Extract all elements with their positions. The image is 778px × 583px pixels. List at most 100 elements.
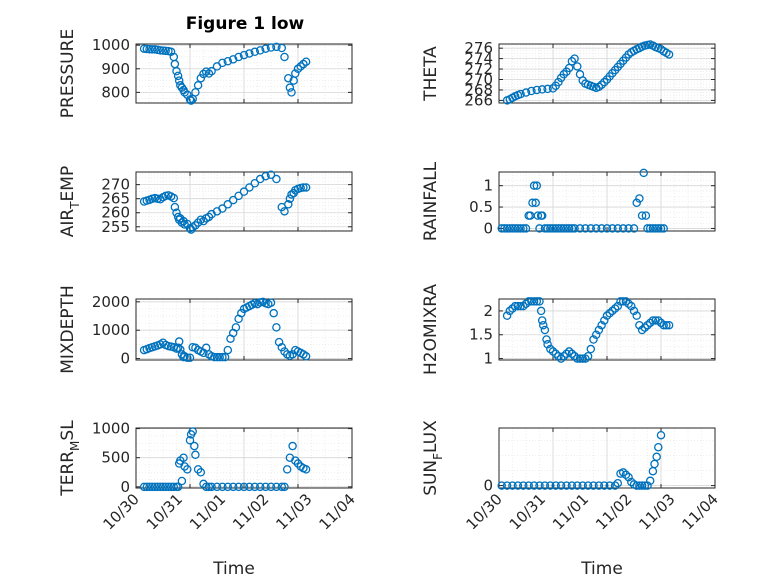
data-point [659, 224, 668, 233]
data-point [632, 198, 641, 208]
data-point [508, 304, 517, 313]
data-point [578, 354, 587, 363]
data-point [212, 482, 222, 492]
data-point [548, 347, 558, 356]
data-point [183, 465, 192, 474]
data-point [600, 316, 609, 325]
axes-box [135, 43, 353, 104]
data-point [602, 311, 612, 320]
data-point [613, 224, 623, 233]
data-point [215, 352, 224, 362]
data-point [497, 224, 506, 233]
y-tick-label: 266 [464, 91, 493, 109]
data-point [199, 216, 208, 226]
subplot-5: 1 1.5 2 H2OMIXRA [421, 284, 716, 375]
data-point [139, 44, 149, 53]
data-point [288, 441, 297, 451]
data-point [635, 481, 644, 490]
data-point [567, 349, 577, 359]
data-point [185, 435, 195, 445]
data-point [656, 318, 666, 328]
data-point [535, 481, 544, 490]
data-point [172, 66, 181, 76]
y-tick-label: 0 [120, 350, 130, 368]
data-point [196, 468, 206, 477]
data-point [188, 427, 197, 436]
data-point [532, 85, 542, 95]
data-point [266, 43, 276, 52]
data-point [145, 44, 154, 54]
data-point [147, 45, 157, 54]
data-point [218, 352, 227, 362]
data-point [639, 168, 648, 178]
data-point [562, 224, 571, 233]
data-point [529, 181, 539, 190]
data-point [277, 482, 287, 492]
y-tick-label: 265 [101, 190, 130, 208]
data-point [664, 50, 674, 59]
data-point [174, 76, 184, 85]
data-point [535, 224, 544, 233]
data-point [145, 482, 154, 492]
data-point [156, 46, 165, 55]
data-point [250, 482, 260, 492]
axes-box [498, 298, 716, 361]
data-point [266, 298, 276, 307]
data-point [578, 481, 587, 490]
data-point [573, 481, 582, 490]
data-point [508, 224, 517, 233]
data-point [280, 482, 289, 492]
data-point [621, 470, 631, 480]
data-point [600, 77, 609, 87]
data-point [191, 88, 200, 97]
data-point [551, 224, 560, 233]
data-point [250, 178, 260, 188]
y-tick-label: 276 [464, 39, 493, 57]
data-point [234, 482, 243, 492]
data-point [573, 354, 582, 363]
y-tick-label: 2 [483, 302, 493, 320]
data-point [583, 481, 593, 490]
data-point [183, 90, 192, 99]
data-point [583, 351, 593, 361]
data-point [656, 224, 666, 233]
data-point [142, 44, 152, 54]
data-point [648, 224, 658, 233]
data-point [556, 354, 566, 363]
data-point [575, 354, 585, 363]
data-point [186, 225, 196, 234]
data-point [543, 340, 552, 349]
data-point [589, 335, 598, 344]
data-point [516, 89, 525, 99]
data-point [502, 224, 512, 233]
data-point [540, 224, 550, 233]
data-point [280, 52, 289, 62]
data-point [272, 482, 281, 492]
data-point [510, 301, 520, 311]
data-point [170, 202, 180, 212]
data-point [502, 481, 512, 490]
data-point [245, 482, 254, 492]
data-point [513, 301, 523, 311]
data-point [586, 344, 596, 354]
data-point [645, 318, 655, 328]
data-point [542, 335, 551, 344]
data-point [632, 481, 641, 490]
y-axis-label: MIXDEPTH [58, 285, 78, 374]
data-point [201, 482, 211, 492]
data-point [635, 194, 644, 203]
data-point [245, 183, 254, 192]
data-point [510, 224, 520, 233]
subplot-0: 800 900 1000 PRESSURE [58, 29, 353, 118]
data-point [228, 482, 238, 492]
data-point [570, 54, 579, 63]
data-point [648, 316, 658, 325]
data-point [255, 46, 265, 55]
data-point [532, 181, 542, 190]
data-point [519, 481, 528, 490]
y-axis-label: PRESSURE [58, 29, 78, 118]
data-point [645, 224, 655, 233]
data-point [645, 476, 655, 486]
axes-box [135, 171, 353, 232]
